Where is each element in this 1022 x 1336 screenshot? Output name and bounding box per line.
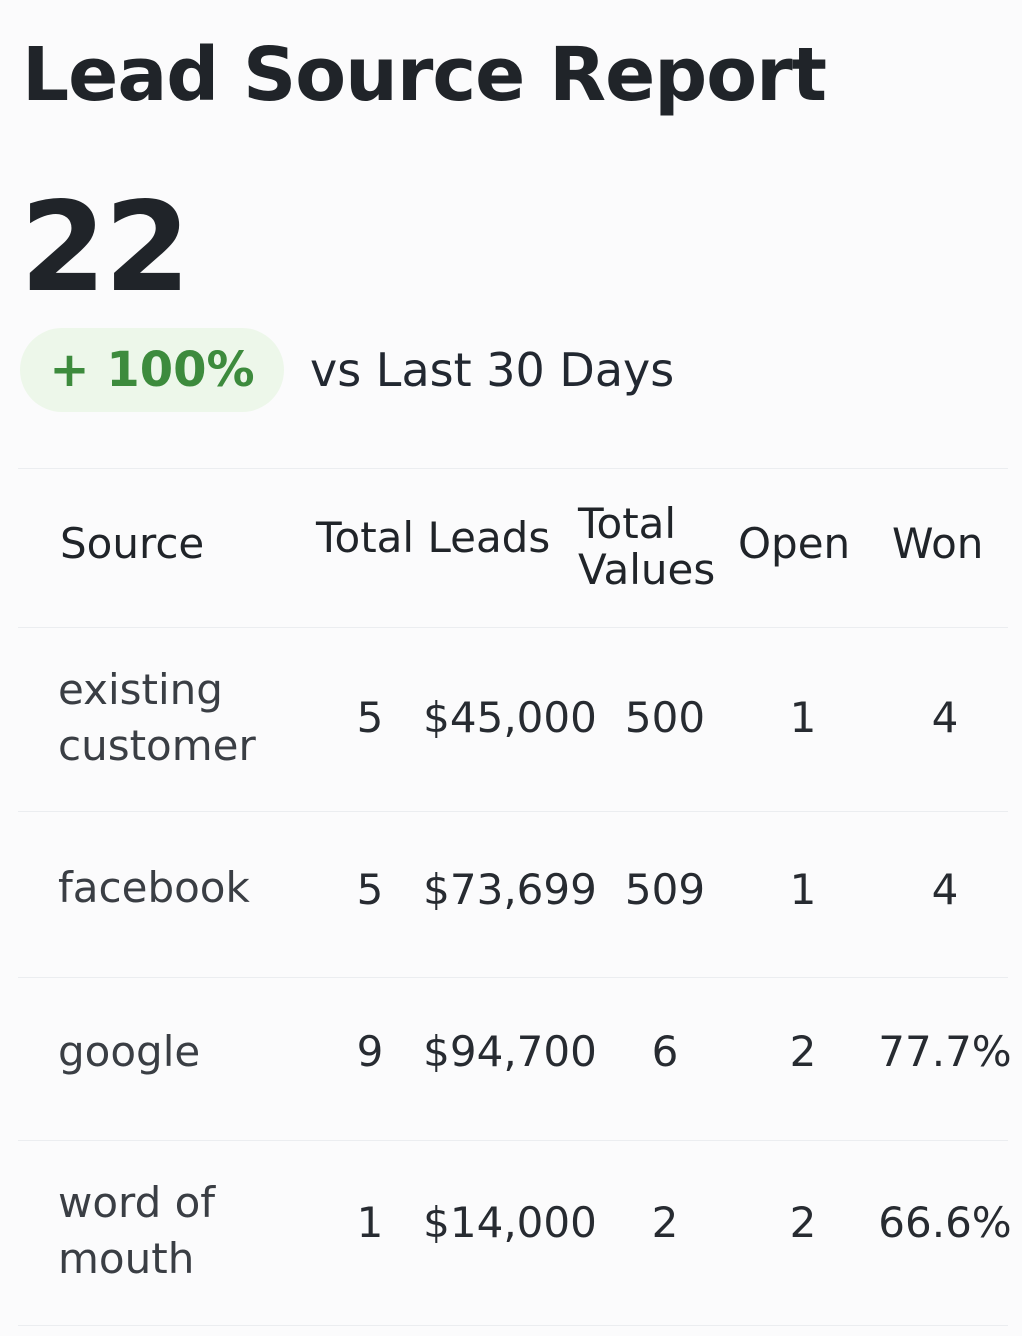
column-header-total-leads[interactable]: Total Leads	[316, 513, 551, 562]
table-divider	[18, 1140, 1008, 1141]
change-summary: + 100% vs Last 30 Days	[20, 328, 674, 412]
cell-won: 4	[931, 693, 959, 742]
cell-total-values: $94,700	[423, 1027, 597, 1076]
cell-deals: 6	[651, 1027, 679, 1076]
page-title: Lead Source Report	[22, 32, 827, 118]
cell-total-values: $14,000	[423, 1198, 597, 1247]
table-row[interactable]: facebook 5 $73,699 509 1 4	[18, 812, 1008, 977]
table-divider	[18, 1325, 1008, 1326]
table-header: Source Total Leads Total Values Open Won	[18, 469, 1008, 627]
table-row[interactable]: existing customer 5 $45,000 500 1 4	[18, 628, 1008, 811]
cell-source: google	[58, 1027, 201, 1076]
column-header-open[interactable]: Open	[738, 519, 851, 568]
cell-deals: 500	[624, 693, 706, 742]
table-divider	[18, 977, 1008, 978]
cell-total-values: $73,699	[423, 865, 597, 914]
cell-source: word of mouth	[58, 1178, 216, 1283]
table-divider	[18, 468, 1008, 469]
cell-won: 77.7%	[878, 1027, 1012, 1076]
total-leads-count: 22	[20, 176, 191, 320]
cell-open: 2	[789, 1198, 817, 1247]
cell-total-leads: 1	[356, 1198, 384, 1247]
cell-open: 1	[789, 693, 817, 742]
cell-total-leads: 9	[356, 1027, 384, 1076]
cell-won: 66.6%	[878, 1198, 1012, 1247]
table-divider	[18, 627, 1008, 628]
cell-total-leads: 5	[356, 865, 384, 914]
cell-deals: 509	[624, 865, 706, 914]
cell-open: 2	[789, 1027, 817, 1076]
table-row[interactable]: google 9 $94,700 6 2 77.7%	[18, 978, 1012, 1140]
cell-source: existing customer	[58, 665, 256, 770]
comparison-period-label: vs Last 30 Days	[310, 343, 675, 397]
cell-total-leads: 5	[356, 693, 384, 742]
cell-won: 4	[931, 865, 959, 914]
cell-deals: 2	[651, 1198, 679, 1247]
change-badge: + 100%	[20, 328, 284, 412]
table-divider	[18, 811, 1008, 812]
lead-source-table: Source Total Leads Total Values Open Won…	[18, 468, 1012, 1326]
column-header-won[interactable]: Won	[892, 519, 984, 568]
column-header-source[interactable]: Source	[60, 519, 205, 568]
cell-open: 1	[789, 865, 817, 914]
table-row[interactable]: word of mouth 1 $14,000 2 2 66.6%	[18, 1141, 1012, 1325]
column-header-total-values[interactable]: Total Values	[578, 499, 716, 594]
cell-total-values: $45,000	[423, 693, 597, 742]
cell-source: facebook	[58, 863, 250, 912]
